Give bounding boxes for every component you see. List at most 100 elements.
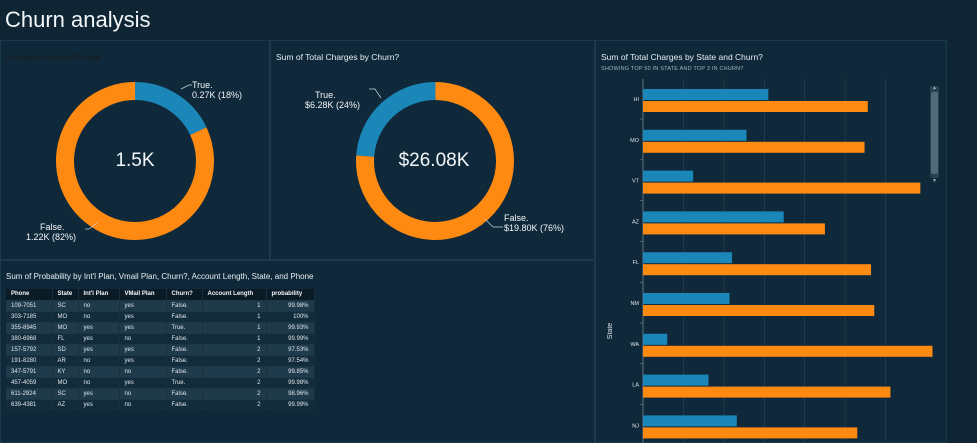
table-row[interactable]: 457-4059 MO no yes True. 2 99.98% xyxy=(6,376,315,388)
cell-vmail-plan: no xyxy=(119,387,167,399)
bar-wa-true[interactable] xyxy=(643,333,668,345)
col-header-vmail-plan[interactable]: VMail Plan xyxy=(119,289,167,300)
cell-probability: 99.98% xyxy=(266,299,315,311)
cell-phone: 380-6968 xyxy=(6,332,53,344)
cell-state: KY xyxy=(52,365,79,377)
cell-intl-plan: no xyxy=(78,299,120,311)
scroll-down-arrow-icon[interactable]: ▼ xyxy=(932,178,937,184)
cell-account-length: 1 xyxy=(202,321,267,333)
bar-fl-true[interactable] xyxy=(643,252,732,264)
risk-true-name: True. xyxy=(192,80,213,90)
col-header-state[interactable]: State xyxy=(52,289,79,300)
table-row[interactable]: 109-7051 SC no yes False. 1 99.98% xyxy=(6,299,315,311)
bar-mo-false[interactable] xyxy=(643,141,865,153)
cell-state: MO xyxy=(52,376,79,388)
charges-true-name: True. xyxy=(315,90,336,100)
charges-leader-line xyxy=(484,218,503,228)
cell-account-length: 2 xyxy=(202,354,267,366)
charges-donut-chart[interactable] xyxy=(271,41,596,261)
cell-probability: 98.96% xyxy=(266,387,315,399)
probability-table-panel[interactable]: Sum of Probability by Int'l Plan, Vmail … xyxy=(0,260,595,443)
table-row[interactable]: 303-7185 MO no yes False. 1 100% xyxy=(6,310,315,322)
bar-nm-true[interactable] xyxy=(643,293,730,304)
table-row[interactable]: 611-2924 SC yes no False. 2 98.96% xyxy=(6,387,315,399)
bar-vt-true[interactable] xyxy=(643,170,694,182)
bar-fl-false[interactable] xyxy=(643,264,872,276)
bar-az-true[interactable] xyxy=(643,211,784,223)
bar-hi-true[interactable] xyxy=(643,89,769,100)
table-row[interactable]: 191-8280 AR no yes False. 2 97.54% xyxy=(6,354,315,366)
bar-nj-false[interactable] xyxy=(643,427,858,439)
table-row[interactable]: 347-5791 KY no no False. 2 99.85% xyxy=(6,365,315,377)
cell-phone: 355-8945 xyxy=(6,321,53,333)
risk-true-value: 0.27K (18%) xyxy=(192,90,243,100)
risk-slice-false[interactable] xyxy=(56,82,214,240)
bar-nm-false[interactable] xyxy=(643,305,875,316)
bar-nj-true[interactable] xyxy=(643,415,737,427)
cell-vmail-plan: yes xyxy=(119,376,167,388)
table-row[interactable]: 380-6968 FL yes no False. 1 99.99% xyxy=(6,332,315,344)
col-header-phone[interactable]: Phone xyxy=(6,289,53,300)
bar-az-false[interactable] xyxy=(643,223,825,235)
table-header-row: Phone State Int'l Plan VMail Plan Churn?… xyxy=(6,289,315,300)
cell-intl-plan: no xyxy=(78,310,120,322)
cell-intl-plan: yes xyxy=(78,321,120,333)
cell-intl-plan: yes xyxy=(78,387,120,399)
cell-probability: 97.53% xyxy=(266,343,315,355)
total-charges-panel[interactable]: Sum of Total Charges by Churn? $26.08K T… xyxy=(270,40,595,260)
cell-probability: 99.85% xyxy=(266,365,315,377)
cell-account-length: 1 xyxy=(202,310,267,322)
risk-false-label: False. 1.22K (82%) xyxy=(26,222,76,242)
cell-state: MO xyxy=(52,321,79,333)
risk-true-label: True. 0.27K (18%) xyxy=(192,80,242,100)
cell-churn: True. xyxy=(166,321,203,333)
state-tick-label: LA xyxy=(632,383,639,389)
cell-probability: 99.93% xyxy=(266,321,315,333)
customers-risk-panel[interactable]: Customers under the risk 1.5K True. 0.27… xyxy=(0,40,270,260)
state-bar-chart[interactable]: State HI MO VT AZ FL NM WA LA NJ xyxy=(596,41,948,443)
y-axis-label: State xyxy=(607,323,614,339)
charges-donut-center-value: $26.08K xyxy=(398,150,470,171)
bar-la-false[interactable] xyxy=(643,386,891,398)
risk-false-name: False. xyxy=(40,222,65,232)
col-header-churn[interactable]: Churn? xyxy=(166,289,203,300)
cell-phone: 191-8280 xyxy=(6,354,53,366)
charges-false-value: $19.80K (76%) xyxy=(504,223,565,233)
risk-leader-line xyxy=(85,222,98,230)
cell-vmail-plan: no xyxy=(119,332,167,344)
charges-leader-line xyxy=(369,88,382,99)
bar-vt-false[interactable] xyxy=(643,182,921,194)
charges-slice-false[interactable] xyxy=(356,82,514,240)
risk-slice-true[interactable] xyxy=(134,82,207,136)
risk-donut-chart[interactable] xyxy=(1,41,271,261)
cell-vmail-plan: no xyxy=(119,365,167,377)
cell-churn: False. xyxy=(166,365,203,377)
col-header-intl-plan[interactable]: Int'l Plan xyxy=(78,289,120,300)
risk-panel-title: Customers under the risk xyxy=(6,52,101,62)
cell-intl-plan: yes xyxy=(78,332,120,344)
cell-phone: 303-7185 xyxy=(6,310,53,322)
bar-hi-false[interactable] xyxy=(643,101,868,112)
charges-slice-true[interactable] xyxy=(356,82,436,158)
charges-false-label: False. $19.80K (76%) xyxy=(504,213,564,233)
chart-scrollbar-thumb[interactable] xyxy=(931,92,938,174)
charges-by-state-panel[interactable]: Sum of Total Charges by State and Churn?… xyxy=(595,40,947,443)
table-row[interactable]: 157-5792 SD yes yes False. 2 97.53% xyxy=(6,343,315,355)
bar-mo-true[interactable] xyxy=(643,129,747,141)
bar-wa-false[interactable] xyxy=(643,345,933,357)
cell-vmail-plan: yes xyxy=(119,310,167,322)
table-row[interactable]: 355-8945 MO yes yes True. 1 99.93% xyxy=(6,321,315,333)
state-chart-title: Sum of Total Charges by State and Churn? xyxy=(601,52,763,62)
col-header-probability[interactable]: probability xyxy=(266,289,315,300)
state-tick-label: HI xyxy=(634,97,640,103)
table-row[interactable]: 639-4381 AZ yes no False. 2 99.99% xyxy=(6,398,315,410)
col-header-account-length[interactable]: Account Length xyxy=(202,289,267,300)
cell-probability: 100% xyxy=(266,310,315,322)
cell-phone: 347-5791 xyxy=(6,365,53,377)
scroll-up-arrow-icon[interactable]: ▲ xyxy=(932,85,937,91)
probability-table[interactable]: Phone State Int'l Plan VMail Plan Churn?… xyxy=(6,289,315,410)
cell-phone: 611-2924 xyxy=(6,387,53,399)
cell-churn: False. xyxy=(166,398,203,410)
bar-la-true[interactable] xyxy=(643,374,709,386)
cell-vmail-plan: yes xyxy=(119,299,167,311)
